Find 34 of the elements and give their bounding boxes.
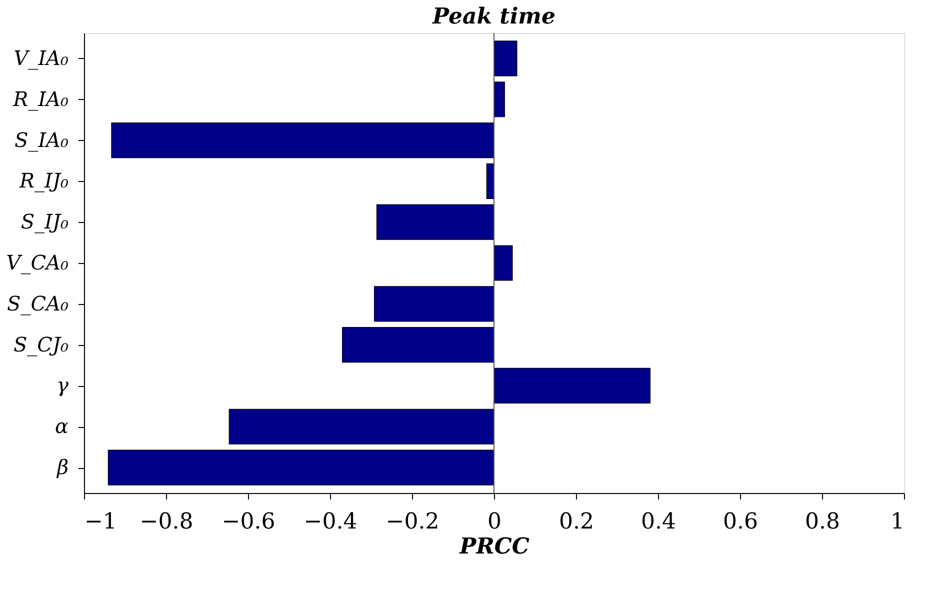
y-tick-label: V_CA₀ [6, 250, 68, 274]
x-tick-label: 0.8 [805, 510, 840, 534]
bar [342, 327, 494, 363]
y-tick-label: R_IJ₀ [18, 168, 68, 193]
bar [376, 204, 494, 240]
bar [494, 82, 505, 118]
y-tick-label: α [54, 414, 69, 438]
x-tick-label: 0.4 [641, 510, 676, 534]
y-tick-label: β [56, 455, 68, 480]
bar [108, 450, 494, 486]
x-tick-label: −0.4 [304, 510, 358, 534]
x-tick-label: −1 [84, 510, 117, 534]
x-tick-label: −0.6 [222, 510, 276, 534]
x-tick-label: −0.8 [140, 510, 194, 534]
bar [494, 368, 651, 404]
bar [494, 245, 513, 281]
chart-title: Peak time [432, 4, 556, 30]
x-axis-title: PRCC [458, 534, 530, 560]
bar [111, 122, 494, 158]
x-tick-label: 0.6 [723, 510, 758, 534]
x-tick-label: 0 [488, 510, 502, 534]
y-tick-label: S_IJ₀ [20, 210, 68, 234]
y-tick-label: S_IA₀ [14, 128, 68, 152]
x-tick-label: −0.2 [386, 510, 440, 534]
y-tick-label: V_IA₀ [14, 46, 68, 70]
x-tick-label: 1 [890, 510, 904, 534]
bar [228, 408, 494, 444]
y-tick-label: S_CJ₀ [13, 332, 68, 356]
bar [374, 286, 494, 322]
x-tick-label: 0.2 [559, 510, 594, 534]
y-tick-label: γ [56, 373, 69, 398]
y-tick-label: S_CA₀ [7, 291, 68, 316]
y-tick-label: R_IA₀ [12, 86, 68, 111]
bar [494, 40, 518, 76]
